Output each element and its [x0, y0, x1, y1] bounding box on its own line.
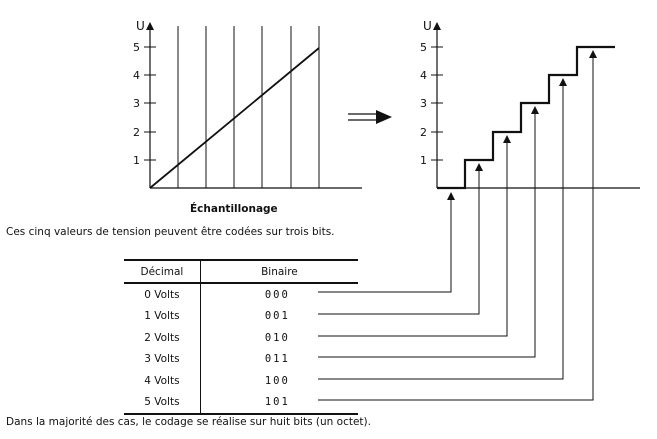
connector-5 — [318, 50, 597, 401]
table-row: 3 Volts 011 — [124, 348, 358, 370]
connector-4 — [318, 78, 567, 380]
table-row: 5 Volts 101 — [124, 391, 358, 415]
binary-code: 100 — [199, 370, 358, 392]
table-row: 2 Volts 010 — [124, 327, 358, 349]
right-tick-label-3: 3 — [420, 97, 427, 110]
connector-1 — [318, 163, 483, 315]
encoding-table: Décimal Binaire 0 Volts 000 1 Volts 001 … — [124, 259, 358, 415]
analog-signal-ramp — [149, 47, 320, 189]
quantized-staircase — [437, 45, 615, 190]
left-tick-label-4: 4 — [133, 69, 140, 82]
right-tick-label-2: 2 — [420, 126, 427, 139]
footer-text: Dans la majorité des cas, le codage se r… — [6, 416, 371, 428]
decimal-value: 3 Volts — [144, 353, 180, 366]
binary-code: 011 — [199, 348, 358, 370]
header-binary: Binaire — [199, 259, 358, 284]
binary-code: 000 — [199, 283, 358, 306]
decimal-value: 4 Volts — [144, 374, 180, 387]
binary-code: 101 — [199, 391, 358, 415]
binary-code: 010 — [199, 327, 358, 349]
table-row: 1 Volts 001 — [124, 305, 358, 327]
left-tick-marks — [144, 46, 156, 161]
right-tick-label-1: 1 — [420, 154, 427, 167]
left-tick-label-3: 3 — [133, 97, 140, 110]
right-tick-marks — [431, 46, 443, 161]
decimal-value: 2 Volts — [144, 331, 180, 344]
sampling-chart: U 5 4 3 2 1 Échantillonage — [133, 19, 362, 215]
right-tick-label-5: 5 — [420, 41, 427, 54]
decimal-value: 1 Volts — [144, 310, 180, 323]
header-decimal: Décimal — [124, 259, 201, 284]
connector-3 — [318, 106, 539, 358]
left-tick-label-1: 1 — [133, 154, 140, 167]
right-axis-label: U — [423, 19, 432, 33]
table-row: 4 Volts 100 — [124, 370, 358, 392]
decimal-value: 0 Volts — [144, 288, 180, 301]
left-tick-label-2: 2 — [133, 126, 140, 139]
intro-text: Ces cinq valeurs de tension peuvent être… — [6, 226, 335, 238]
table-header-row: Décimal Binaire — [124, 259, 358, 284]
code-connectors — [318, 50, 597, 401]
right-tick-label-4: 4 — [420, 69, 427, 82]
decimal-value: 5 Volts — [124, 391, 201, 415]
left-tick-label-5: 5 — [133, 41, 140, 54]
transform-arrow-icon — [348, 110, 392, 124]
sampling-caption: Échantillonage — [190, 202, 278, 215]
quantization-chart: U 5 4 3 2 1 — [420, 19, 640, 190]
connector-2 — [318, 135, 511, 337]
binary-code: 001 — [199, 305, 358, 327]
sampling-lines — [177, 26, 320, 188]
table-row: 0 Volts 000 — [124, 283, 358, 306]
left-axis-label: U — [136, 19, 145, 33]
connector-0 — [318, 192, 455, 293]
